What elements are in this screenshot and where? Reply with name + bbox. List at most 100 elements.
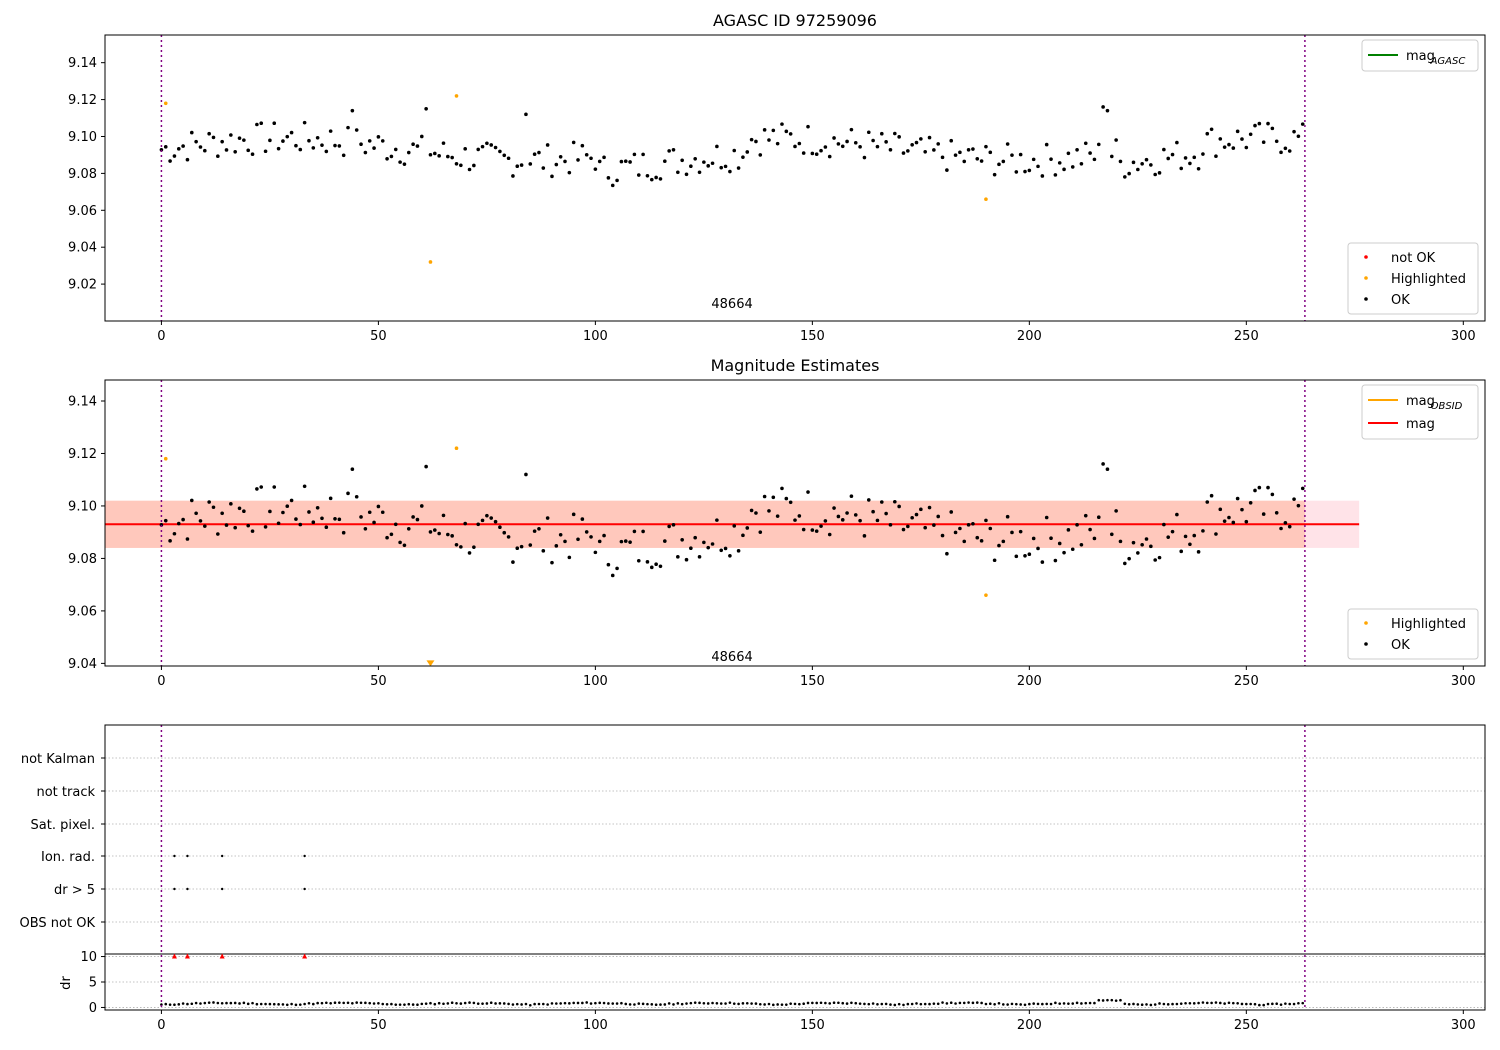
panel2-point-ok (1183, 534, 1188, 539)
panel1-point-ok (1118, 159, 1123, 164)
panel2-point-ok (281, 510, 285, 515)
dr-point (450, 1001, 454, 1005)
dr-point (381, 1002, 385, 1006)
panel1-point-ok (945, 168, 949, 172)
panel1-legend-label: OK (1391, 293, 1410, 308)
panel1-point-ok (532, 152, 537, 156)
dr-point (533, 1002, 536, 1006)
panel2-point-ok (962, 539, 967, 544)
panel1-point-ok (545, 143, 550, 147)
panel1-point-ok (185, 157, 190, 162)
panel2-point-ok (619, 539, 624, 544)
panel1-legend-top (1361, 39, 1479, 72)
panel2-point-ok (229, 502, 233, 506)
dr-point (889, 1003, 892, 1006)
dr-ylabel: dr (59, 976, 74, 990)
panel1-point-ok (1075, 147, 1079, 152)
panel2-point-ok (1053, 558, 1058, 563)
panel1-point-ok (216, 154, 220, 159)
dr-point (811, 1001, 814, 1005)
panel1-point-ok (1162, 147, 1166, 152)
panel2-point-ok (1240, 507, 1244, 512)
panel1-point-ok (359, 142, 363, 147)
panel1-frame (104, 34, 1486, 322)
panel1-point-ok (1300, 122, 1305, 126)
panel2-point-ok (762, 494, 767, 499)
dr-point (793, 1002, 797, 1006)
panel2-point-ok (268, 509, 272, 514)
panel2-point-ok (307, 510, 311, 514)
panel2-point-ok (1114, 509, 1118, 513)
panel2-point-ok (398, 540, 402, 545)
panel2-point-ok (732, 524, 737, 528)
panel2-point-ok (940, 533, 945, 538)
dr-point (446, 1002, 450, 1005)
panel1-point-ok (988, 150, 993, 155)
dr-point (741, 1002, 745, 1005)
panel1-point-ok (203, 148, 207, 153)
panel2-point-ok (589, 535, 593, 539)
panel1-point-ok (1244, 145, 1249, 150)
panel2-point-ok (1070, 547, 1075, 552)
dr-point (628, 1003, 632, 1006)
panel2-point-ok (663, 539, 667, 543)
dr-point (346, 1001, 350, 1005)
dr-point (207, 1001, 211, 1004)
dr-point (325, 1001, 328, 1005)
panel1-point-ok (940, 155, 945, 160)
panel1-point-ok (298, 147, 303, 152)
dr-point (698, 1001, 701, 1005)
panel2-point-ok (372, 520, 376, 525)
dr-point (1119, 998, 1122, 1002)
dr-point (173, 1003, 176, 1007)
panel1-point-ok (224, 148, 229, 152)
panel1-obsid-label: 48664 (711, 297, 752, 312)
dr-point (398, 1003, 402, 1006)
panel2-point-ok (1196, 550, 1201, 554)
dr-point (494, 1002, 497, 1005)
panel1-point-ok (454, 161, 459, 166)
panel1-point-ok (428, 152, 433, 157)
panel1-point-ok (632, 152, 637, 157)
panel1-point-ok (919, 137, 923, 141)
dr-point (728, 1001, 732, 1004)
panel2-point-ok (406, 526, 411, 531)
dr-point (1149, 1003, 1153, 1007)
dr-point (975, 1001, 979, 1004)
panel1-point-ok (207, 131, 211, 136)
panel1-xtick-label: 0 (157, 329, 165, 344)
panel1-point-highlighted (984, 197, 988, 202)
panel2-point-ok (814, 529, 819, 533)
panel1-point-ok (1266, 121, 1270, 126)
panel1-point-ok (524, 112, 528, 117)
dr-point (1201, 1001, 1205, 1004)
panel2-point-ok (298, 522, 303, 527)
dr-point (780, 1003, 784, 1006)
panel1-point-ok (971, 147, 975, 151)
dr-point (863, 1002, 866, 1006)
panel1-point-ok (1188, 161, 1192, 166)
panel2-point-ok (450, 534, 454, 538)
panel1-point-ok (602, 155, 606, 160)
panel2-point-ok (511, 560, 515, 564)
dr-point (906, 1002, 910, 1006)
panel2-point-ok (1036, 546, 1040, 551)
panel1-point-ok (558, 154, 563, 159)
panel1-point-ok (1209, 127, 1214, 132)
panel1-point-ok (1166, 156, 1171, 161)
panel1-point-ok (936, 142, 941, 146)
panel1-point-ok (528, 162, 533, 166)
dr-point (550, 1002, 554, 1005)
panel1-point-ok (1183, 156, 1188, 160)
panel2-point-ok (367, 510, 372, 515)
panel1-point-ok (1196, 166, 1201, 171)
panel1-point-ok (1222, 145, 1227, 149)
panel2-point-ok (498, 525, 502, 529)
panel1-point-ok (424, 107, 428, 111)
panel2-point-ok (554, 544, 559, 548)
panel1-ytick-label: 9.02 (68, 278, 97, 293)
panel1-point-ok (775, 141, 780, 146)
panel1-point-ok (285, 134, 290, 139)
dr-point (724, 1002, 727, 1005)
